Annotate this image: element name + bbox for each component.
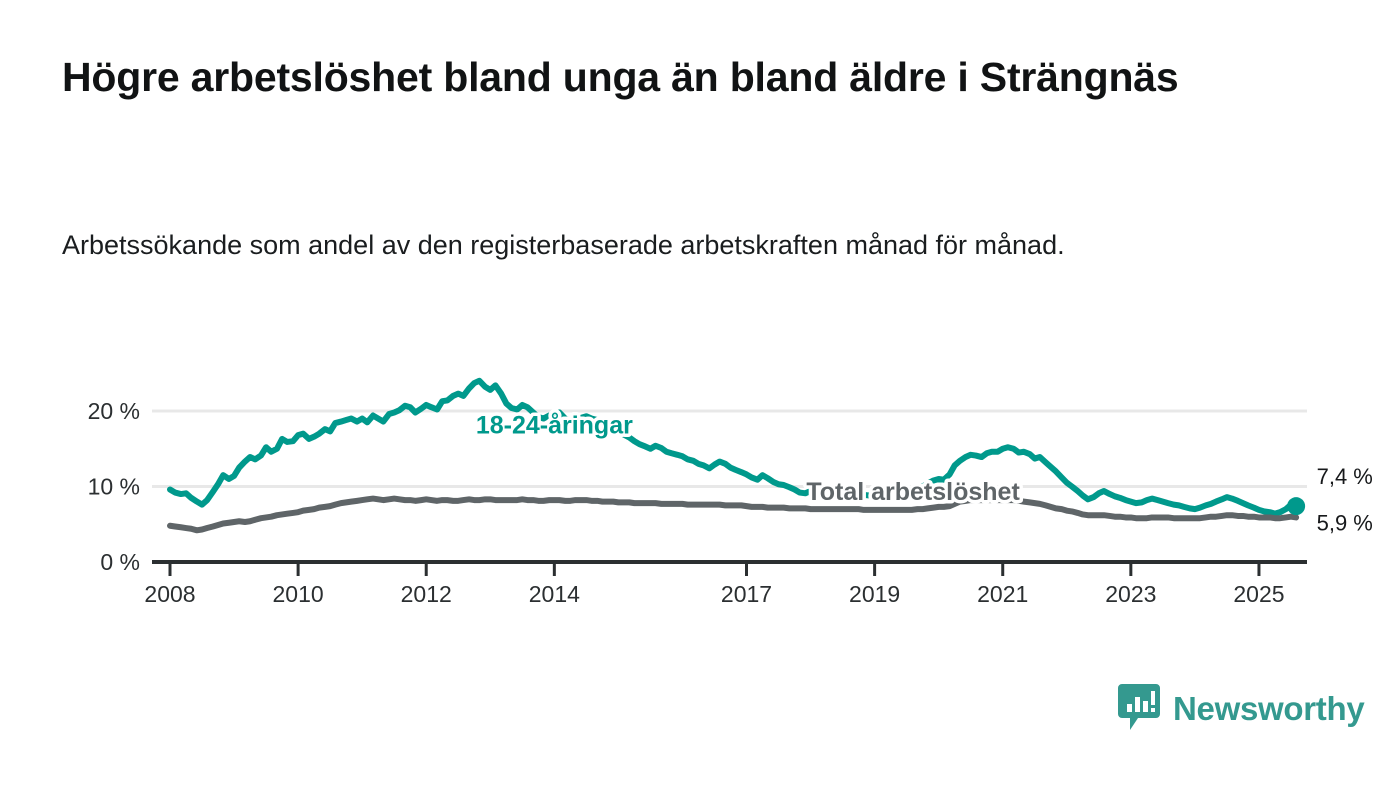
x-axis-tick-label: 2014: [529, 581, 580, 607]
x-axis-tick-label: 2010: [273, 581, 324, 607]
logo-wordmark: Newsworthy: [1173, 689, 1365, 727]
chart-subtitle: Arbetssökande som andel av den registerb…: [62, 230, 1065, 260]
series-line: [167, 377, 1300, 517]
newsworthy-logo[interactable]: Newsworthy: [1118, 684, 1365, 732]
y-axis-tick-label: 10 %: [88, 474, 140, 500]
header: Högre arbetslöshet bland unga än bland ä…: [62, 52, 1182, 102]
total-series-label: Total arbetslöshet: [806, 478, 1020, 506]
series-end-marker: [1287, 497, 1306, 516]
annotation-halo: Total arbetslöshet: [806, 478, 1020, 506]
series-line: [167, 495, 1300, 534]
x-axis-group: 2008 2010 2012 2014 2017 2019 2021 2023 2025: [144, 564, 1285, 607]
y-axis-labels-group: 0 % 10 % 20 %: [88, 398, 140, 575]
total-end-value: 5,9 %: [1317, 510, 1373, 535]
youth-end-value: 7,4 %: [1317, 464, 1373, 489]
series-group: [167, 377, 1306, 534]
x-axis-tick-label: 2021: [977, 581, 1028, 607]
x-axis-tick-label: 2019: [849, 581, 900, 607]
annotation-halo: 18-24-åringar: [476, 412, 633, 440]
y-axis-tick-label: 0 %: [100, 549, 140, 575]
gridlines-group: [152, 409, 1307, 564]
x-axis-tick-label: 2023: [1105, 581, 1156, 607]
youth-series-label: 18-24-åringar: [476, 412, 633, 440]
bar-chart-speech-bubble-icon: [1118, 684, 1160, 730]
x-axis-tick-label: 2017: [721, 581, 772, 607]
annotation-halo: 7,4 %: [1317, 464, 1373, 489]
x-axis-tick-label: 2012: [401, 581, 452, 607]
chart-container: 0 % 10 % 20 % 18-24-åringar 18-24-åringar To…: [0, 330, 1400, 630]
page-title: Högre arbetslöshet bland unga än bland ä…: [62, 54, 1179, 100]
x-axis-tick-label: 2025: [1233, 581, 1284, 607]
annotation-halo: 5,9 %: [1317, 510, 1373, 535]
y-axis-tick-label: 20 %: [88, 398, 140, 424]
line-chart: 0 % 10 % 20 % 18-24-åringar18-24-åringarTo…: [88, 377, 1376, 607]
x-axis-tick-label: 2008: [144, 581, 195, 607]
